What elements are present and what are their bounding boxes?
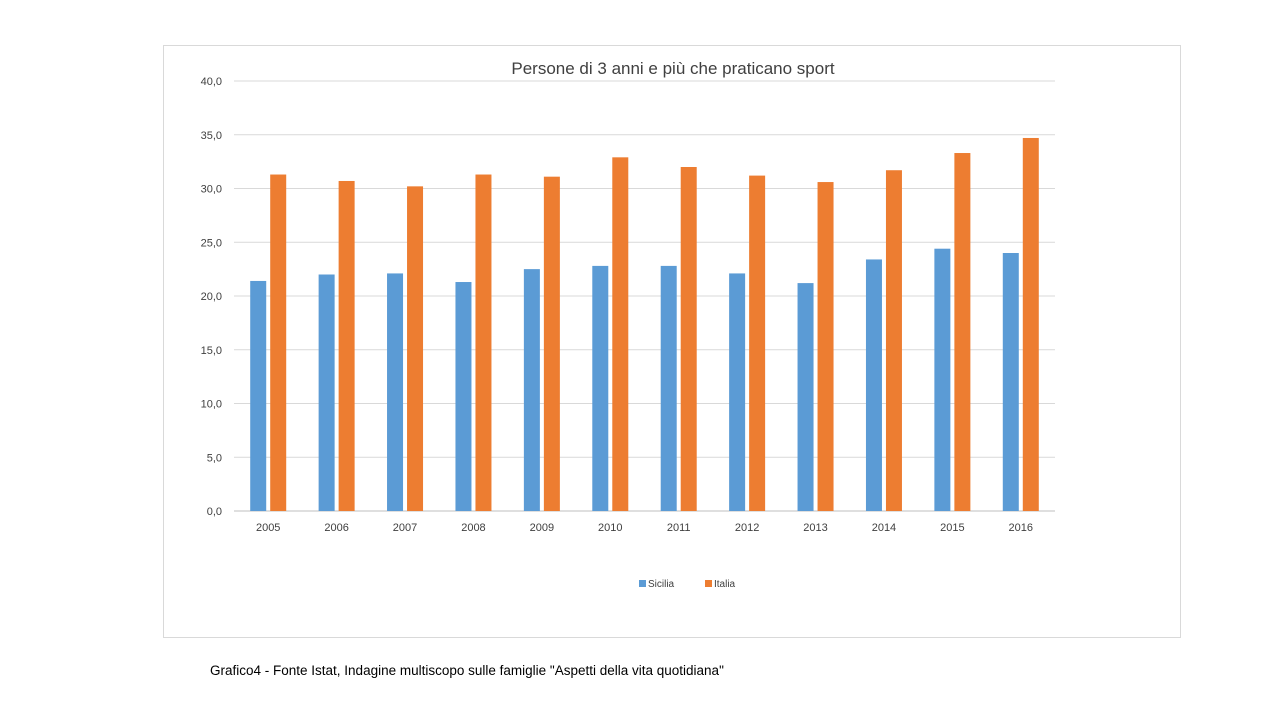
x-tick-label: 2014 — [872, 522, 896, 534]
bar-sicilia-2016 — [1002, 253, 1019, 511]
bar-sicilia-2015 — [934, 248, 951, 511]
x-tick-label: 2006 — [324, 522, 348, 534]
legend-label-sicilia: Sicilia — [648, 579, 675, 590]
bar-italia-2007 — [407, 186, 424, 511]
x-tick-label: 2016 — [1009, 522, 1033, 534]
y-tick-label: 35,0 — [201, 130, 222, 142]
legend-label-italia: Italia — [714, 579, 736, 590]
x-tick-label: 2009 — [530, 522, 554, 534]
x-tick-label: 2010 — [598, 522, 622, 534]
y-axis-ticks: 0,0 5,0 10,0 15,0 20,0 25,0 30,0 35,0 40,0 — [201, 76, 222, 518]
x-tick-label: 2013 — [803, 522, 827, 534]
bar-sicilia-2011 — [660, 265, 677, 511]
y-tick-label: 20,0 — [201, 291, 222, 303]
y-tick-label: 10,0 — [201, 399, 222, 411]
x-axis-ticks: 2005 2006 2007 2008 2009 2010 2011 2012 2013 2014… — [256, 522, 1033, 534]
y-tick-label: 15,0 — [201, 345, 222, 357]
bar-italia-2011 — [680, 167, 697, 511]
x-tick-label: 2008 — [461, 522, 485, 534]
bar-sicilia-2010 — [592, 265, 609, 511]
chart-title: Persone di 3 anni e più che praticano sp… — [511, 59, 834, 78]
legend-swatch-italia — [705, 580, 712, 587]
figure-caption: Grafico4 - Fonte Istat, Indagine multisc… — [210, 663, 724, 678]
y-tick-label: 5,0 — [207, 452, 222, 464]
bar-italia-2008 — [475, 174, 492, 511]
bar-italia-2005 — [270, 174, 287, 511]
bar-sicilia-2005 — [250, 280, 267, 511]
bar-italia-2013 — [817, 182, 834, 512]
bar-italia-2016 — [1022, 137, 1039, 511]
x-tick-label: 2007 — [393, 522, 417, 534]
bar-sicilia-2006 — [318, 274, 335, 511]
bar-sicilia-2013 — [797, 283, 814, 511]
bar-italia-2014 — [885, 170, 902, 511]
bar-sicilia-2012 — [729, 273, 746, 511]
bar-italia-2009 — [543, 176, 560, 512]
y-tick-label: 30,0 — [201, 184, 222, 196]
x-tick-label: 2011 — [667, 522, 691, 534]
x-tick-label: 2005 — [256, 522, 280, 534]
chart-svg: Persone di 3 anni e più che praticano sp… — [201, 59, 1055, 590]
bar-sicilia-2009 — [523, 269, 540, 511]
x-tick-label: 2015 — [940, 522, 964, 534]
bar-italia-2012 — [749, 175, 766, 511]
gridlines — [234, 80, 1055, 512]
bar-sicilia-2008 — [455, 282, 472, 511]
bar-sicilia-2014 — [865, 259, 882, 511]
legend: Sicilia Italia — [639, 579, 736, 590]
x-tick-label: 2012 — [735, 522, 759, 534]
bar-italia-2006 — [338, 180, 355, 511]
bar-sicilia-2007 — [387, 273, 404, 511]
chart-area: Persone di 3 anni e più che praticano sp… — [163, 45, 1181, 638]
y-tick-label: 25,0 — [201, 237, 222, 249]
y-tick-label: 40,0 — [201, 76, 222, 88]
legend-swatch-sicilia — [639, 580, 646, 587]
bar-italia-2010 — [612, 157, 629, 511]
bars — [250, 137, 1039, 512]
y-tick-label: 0,0 — [207, 506, 222, 518]
bar-italia-2015 — [954, 153, 971, 511]
